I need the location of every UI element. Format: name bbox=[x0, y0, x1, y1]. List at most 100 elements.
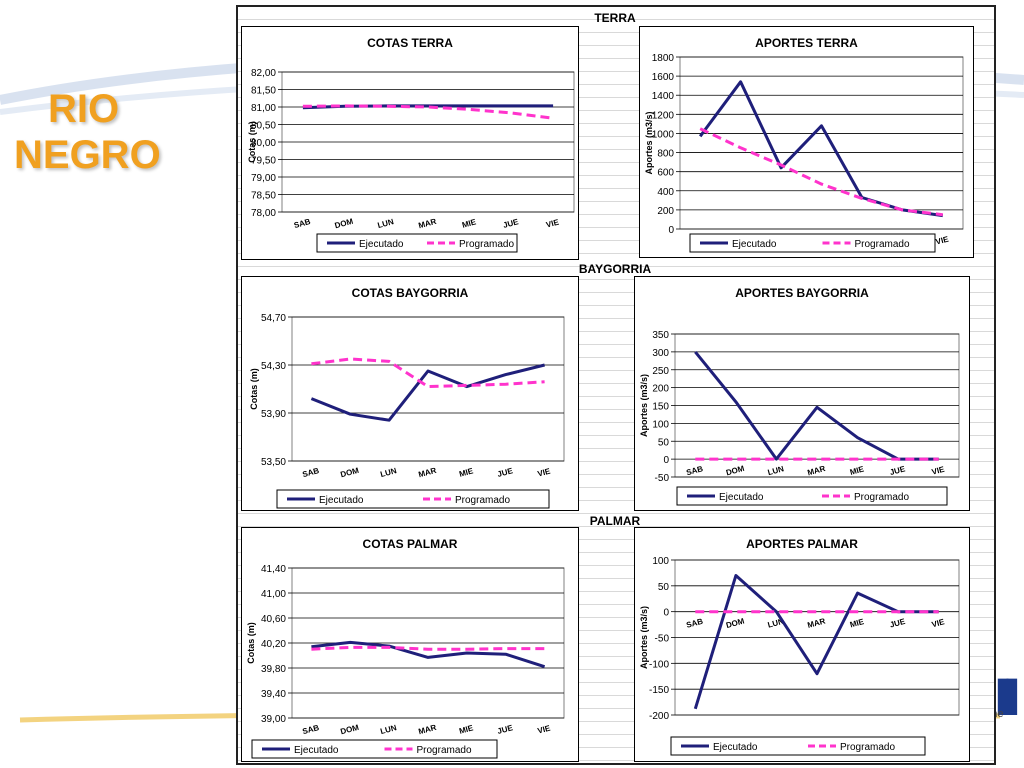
chart-title: APORTES TERRA bbox=[755, 36, 858, 50]
x-tick-label: SAB bbox=[301, 723, 320, 736]
series-line-programado bbox=[311, 357, 545, 389]
y-tick-label: -150 bbox=[649, 685, 669, 696]
legend-label-ejecutado: Ejecutado bbox=[713, 742, 758, 753]
x-tick-label: SAB bbox=[685, 617, 704, 630]
y-axis-label: Cotas (m) bbox=[246, 622, 256, 664]
chart-aportes-terra: APORTES TERRA 0 200 400 600 800 1000 1200 1400 16… bbox=[639, 26, 974, 258]
y-tick-label: 54,30 bbox=[261, 361, 286, 372]
legend-label-programado: Programado bbox=[417, 745, 472, 756]
x-tick-label: VIE bbox=[537, 723, 552, 735]
chart-cotas-terra: COTAS TERRA 78,00 78,50 79,00 79,50 80,00 80,5… bbox=[241, 26, 579, 260]
slide-title-line2: NEGRO bbox=[14, 133, 161, 177]
y-tick-label: 81,50 bbox=[251, 86, 276, 97]
x-tick-label: JUE bbox=[496, 466, 514, 479]
y-tick-label: 40,60 bbox=[261, 614, 286, 625]
legend-label-ejecutado: Ejecutado bbox=[319, 495, 364, 506]
y-tick-label: 200 bbox=[652, 384, 669, 395]
y-tick-label: 300 bbox=[652, 348, 669, 359]
legend-label-programado: Programado bbox=[855, 239, 910, 250]
y-tick-label: 79,50 bbox=[251, 156, 276, 167]
x-tick-label: MIE bbox=[849, 464, 866, 477]
chart-svg: COTAS BAYGORRIA 53,50 53,90 54,30 54,70 SAB DO… bbox=[249, 286, 565, 509]
section-title-baygorria: BAYGORRIA bbox=[578, 262, 652, 276]
y-tick-label: 0 bbox=[668, 225, 674, 236]
x-tick-label: DOM bbox=[339, 723, 360, 737]
legend-box bbox=[689, 233, 936, 253]
y-tick-label: -50 bbox=[655, 634, 670, 645]
x-tick-label: SAB bbox=[301, 466, 320, 479]
x-tick-label: MIE bbox=[458, 466, 475, 479]
x-tick-label: LUN bbox=[377, 217, 395, 230]
y-tick-label: -200 bbox=[649, 711, 669, 722]
legend-label-ejecutado: Ejecutado bbox=[359, 239, 404, 250]
y-tick-label: 50 bbox=[658, 582, 670, 593]
y-tick-label: 150 bbox=[652, 402, 669, 413]
plot-area bbox=[291, 316, 565, 462]
y-tick-label: 600 bbox=[657, 168, 674, 179]
x-tick-label: JUE bbox=[496, 723, 514, 736]
chart-title: COTAS TERRA bbox=[367, 36, 453, 50]
y-tick-label: 100 bbox=[652, 556, 669, 567]
x-tick-label: MAR bbox=[417, 466, 437, 479]
y-axis-label: Cotas (m) bbox=[249, 368, 259, 410]
legend-box bbox=[670, 736, 926, 756]
series-line-ejecutado bbox=[311, 640, 546, 669]
legend-label-ejecutado: Ejecutado bbox=[732, 239, 777, 250]
y-axis-label: Cotas (m) bbox=[247, 121, 257, 163]
plot-area bbox=[679, 56, 964, 230]
legend-label-programado: Programado bbox=[840, 742, 895, 753]
x-tick-label: DOM bbox=[334, 217, 355, 231]
y-tick-label: 81,00 bbox=[251, 103, 276, 114]
y-tick-label: 1000 bbox=[652, 129, 675, 140]
x-tick-label: SAB bbox=[685, 464, 704, 477]
y-axis-label: Aportes (m3/s) bbox=[639, 606, 649, 669]
legend-box bbox=[676, 486, 948, 506]
x-tick-label: JUE bbox=[889, 617, 907, 630]
y-tick-label: 1200 bbox=[652, 110, 675, 121]
x-tick-label: JUE bbox=[502, 217, 520, 230]
y-tick-label: 39,00 bbox=[261, 714, 286, 725]
chart-aportes-palmar: APORTES PALMAR -200 -150 -100 -50 0 50 100 SAB DO… bbox=[634, 527, 970, 762]
legend-box bbox=[251, 739, 498, 759]
x-tick-label: VIE bbox=[931, 617, 946, 629]
y-tick-label: 80,00 bbox=[251, 138, 276, 149]
x-tick-label: VIE bbox=[931, 465, 946, 477]
y-tick-label: -100 bbox=[649, 659, 669, 670]
y-tick-label: 40,20 bbox=[261, 639, 286, 650]
chart-title: APORTES PALMAR bbox=[746, 537, 858, 551]
x-tick-label: JUE bbox=[889, 464, 907, 477]
x-tick-label: MAR bbox=[417, 723, 437, 736]
chart-svg: COTAS TERRA 78,00 78,50 79,00 79,50 80,00 80,5… bbox=[247, 36, 575, 253]
y-axis-label: Aportes (m3/s) bbox=[639, 374, 649, 437]
x-tick-label: VIE bbox=[545, 217, 560, 229]
y-tick-label: 53,50 bbox=[261, 457, 286, 468]
slide-title-line1: RIO bbox=[48, 87, 120, 131]
x-tick-label: LUN bbox=[767, 464, 785, 477]
y-tick-label: 250 bbox=[652, 366, 669, 377]
y-tick-label: 0 bbox=[663, 455, 669, 466]
chart-aportes-baygorria: APORTES BAYGORRIA -50 0 50 100 150 200 250 300 35… bbox=[634, 276, 970, 511]
y-tick-label: 800 bbox=[657, 149, 674, 160]
section-title-terra: TERRA bbox=[594, 11, 636, 25]
chart-svg: APORTES BAYGORRIA -50 0 50 100 150 200 250 300 35… bbox=[639, 286, 960, 506]
y-tick-label: 200 bbox=[657, 206, 674, 217]
x-tick-label: LUN bbox=[379, 466, 397, 479]
y-tick-label: 0 bbox=[663, 608, 669, 619]
y-tick-label: 41,40 bbox=[261, 564, 286, 575]
y-tick-label: 350 bbox=[652, 330, 669, 341]
y-tick-label: 78,00 bbox=[251, 208, 276, 219]
legend-label-programado: Programado bbox=[854, 492, 909, 503]
x-tick-label: VIE bbox=[537, 466, 552, 478]
y-tick-label: -50 bbox=[655, 473, 670, 484]
legend-label-ejecutado: Ejecutado bbox=[294, 745, 339, 756]
chart-title: COTAS PALMAR bbox=[363, 537, 458, 551]
x-tick-label: MIE bbox=[849, 617, 866, 630]
legend-label-programado: Programado bbox=[455, 495, 510, 506]
y-tick-label: 41,00 bbox=[261, 589, 286, 600]
legend-label-programado: Programado bbox=[459, 239, 514, 250]
x-tick-label: VIE bbox=[935, 234, 950, 246]
x-tick-label: MAR bbox=[417, 217, 437, 230]
y-tick-label: 53,90 bbox=[261, 409, 286, 420]
chart-title: APORTES BAYGORRIA bbox=[735, 286, 869, 300]
x-tick-label: SAB bbox=[293, 217, 312, 230]
